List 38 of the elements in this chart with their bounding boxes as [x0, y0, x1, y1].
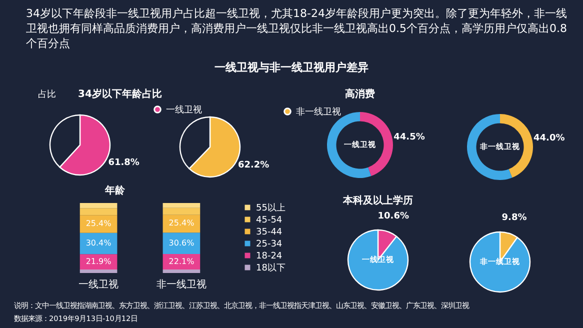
text: 34岁以下年龄段非一线卫视用户占比超一线卫视，尤其18-24岁年龄段用户更为突出。除了更为年轻外，非一线卫视也拥有同样高品质消费用户，高消费用户一线卫视仅比非一线卫视高出0.5个百分点，高学历用户仅高出0.8个百分点 — [26, 6, 568, 51]
data-label: 44.5% — [394, 132, 425, 142]
data-label: 61.8% — [108, 158, 140, 168]
data-label: 30.6% — [168, 238, 195, 248]
legend-label: 18以下 — [256, 262, 286, 274]
legend-label: 45-54 — [256, 216, 282, 226]
text: 占比 — [38, 88, 56, 101]
pie-slice — [469, 231, 531, 293]
legend-label: 25-34 — [256, 240, 282, 250]
chart-title: 年龄 — [104, 184, 126, 196]
legend-label: 非一线卫视 — [296, 106, 341, 118]
data-label: 25.4% — [168, 218, 195, 228]
data-label: 10.6% — [378, 212, 409, 222]
legend-label: 一线卫视 — [166, 104, 202, 116]
data-label: 9.8% — [502, 213, 527, 224]
pie-slice — [347, 229, 409, 291]
data-label: 44.0% — [533, 134, 565, 144]
data-label: 21.9% — [86, 256, 112, 266]
legend-label: 55以上 — [256, 202, 286, 214]
data-label: 62.2% — [238, 160, 270, 171]
chart-title: 34岁以下年龄占比 — [78, 88, 162, 100]
data-label: 30.4% — [86, 238, 112, 248]
legend-label: 35-44 — [256, 228, 282, 238]
bar — [162, 270, 200, 273]
bar — [80, 203, 118, 208]
bar — [162, 232, 200, 254]
chart-title: 本科及以上学历 — [342, 194, 413, 207]
bar — [162, 203, 200, 208]
chart-title: 高消费 — [345, 88, 375, 100]
bar — [80, 208, 118, 216]
donut-slice — [360, 112, 393, 176]
donut-slice — [467, 114, 512, 180]
bar — [162, 208, 200, 215]
text: 一线卫视与非一线卫视用户差异 — [214, 60, 370, 75]
legend-label: 18-24 — [256, 252, 282, 262]
bar — [80, 270, 118, 273]
data-label: 25.4% — [86, 219, 112, 228]
data-label: 22.1% — [168, 256, 195, 266]
